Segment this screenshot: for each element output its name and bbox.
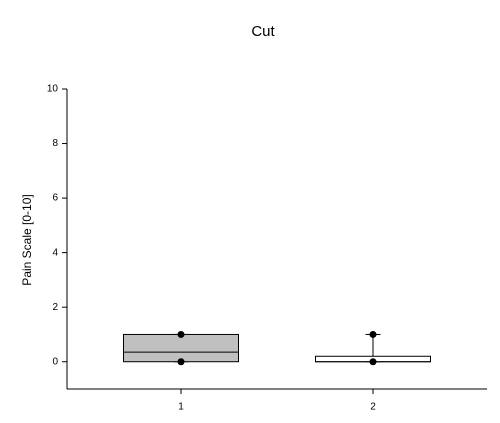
data-point bbox=[369, 358, 377, 366]
y-tick-label: 10 bbox=[47, 84, 59, 95]
box bbox=[123, 333, 239, 363]
data-point bbox=[177, 330, 185, 338]
data-point bbox=[369, 330, 377, 338]
y-tick-label: 0 bbox=[52, 356, 58, 367]
y-tick-label: 8 bbox=[52, 138, 58, 149]
y-axis-label: Pain Scale [0-10] bbox=[20, 194, 34, 285]
chart-title: Cut bbox=[251, 23, 275, 40]
y-tick-label: 2 bbox=[52, 302, 58, 313]
x-tick-label: 2 bbox=[370, 402, 376, 413]
data-point bbox=[177, 358, 185, 366]
y-tick-label: 6 bbox=[52, 193, 58, 204]
x-tick-label: 1 bbox=[178, 402, 184, 413]
y-tick-label: 4 bbox=[52, 247, 58, 258]
